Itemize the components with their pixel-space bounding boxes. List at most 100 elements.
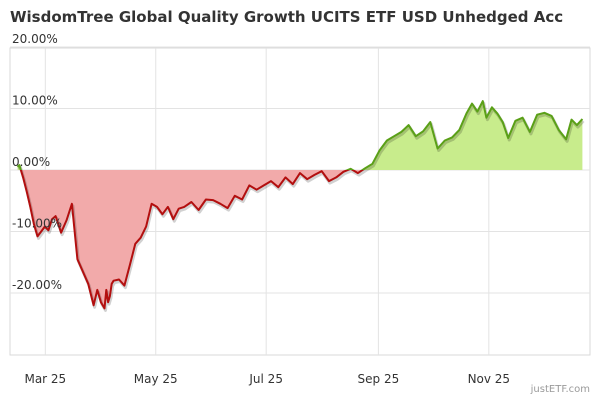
data-point [60, 232, 62, 234]
data-point [430, 121, 432, 123]
data-point [87, 283, 89, 285]
data-point [151, 203, 153, 205]
data-point [263, 185, 265, 187]
data-point [140, 237, 142, 239]
data-point [357, 172, 359, 174]
data-point [111, 283, 113, 285]
data-point [328, 180, 330, 182]
data-point [37, 236, 39, 238]
data-point [106, 289, 108, 291]
data-point [212, 199, 214, 201]
data-point [529, 131, 531, 133]
data-point [466, 113, 468, 115]
positive-area-fill [17, 101, 583, 170]
data-point [536, 114, 538, 116]
data-point [227, 207, 229, 209]
data-point [100, 301, 102, 303]
data-point [408, 124, 410, 126]
data-point [66, 220, 68, 222]
data-point [145, 226, 147, 228]
series-line-positive [16, 100, 584, 170]
x-tick-label: Nov 25 [468, 372, 511, 386]
data-point [104, 308, 106, 310]
y-tick-label: 10.00% [12, 94, 58, 108]
data-point [471, 103, 473, 105]
data-point [30, 206, 32, 208]
data-point [582, 118, 584, 120]
y-tick-label: -20.00% [12, 278, 62, 292]
data-point [482, 100, 484, 102]
data-point [156, 206, 158, 208]
data-point [551, 115, 553, 117]
data-point [285, 177, 287, 179]
x-tick-label: Mar 25 [24, 372, 66, 386]
data-point [576, 124, 578, 126]
data-point [491, 107, 493, 109]
y-tick-label: -10.00% [12, 217, 62, 231]
data-point [364, 167, 366, 169]
data-point [379, 150, 381, 152]
data-point [135, 243, 137, 245]
plot-area [16, 100, 585, 312]
y-tick-label: 0.00% [12, 155, 50, 169]
data-point [565, 139, 567, 141]
data-point [571, 119, 573, 121]
data-point [558, 129, 560, 131]
data-point [109, 295, 111, 297]
data-point [299, 172, 301, 174]
data-point [77, 258, 79, 260]
data-point [249, 185, 251, 187]
plot-border [9, 47, 591, 356]
data-point [477, 111, 479, 113]
data-point [107, 301, 109, 303]
data-point [205, 199, 207, 201]
data-point [118, 279, 120, 281]
x-tick-label: Jul 25 [248, 372, 283, 386]
data-point [198, 209, 200, 211]
data-point [241, 199, 243, 201]
data-point [191, 201, 193, 203]
data-point [437, 148, 439, 150]
data-point [343, 171, 345, 173]
data-point [451, 137, 453, 139]
data-point [507, 137, 509, 139]
y-axis: 20.00% 10.00% 0.00% -10.00% -20.00% [12, 32, 62, 292]
x-tick-label: May 25 [134, 372, 178, 386]
data-point [393, 135, 395, 137]
chart-title: WisdomTree Global Quality Growth UCITS E… [10, 8, 564, 26]
data-point [386, 140, 388, 142]
data-point [314, 174, 316, 176]
data-point [26, 191, 28, 193]
data-point [124, 285, 126, 287]
data-point [372, 163, 374, 165]
data-point [321, 170, 323, 172]
data-point [113, 280, 115, 282]
data-point [502, 121, 504, 123]
data-point [350, 168, 352, 170]
data-point [167, 206, 169, 208]
series-line-negative [19, 170, 365, 310]
data-point [497, 113, 499, 115]
data-point [256, 189, 258, 191]
data-point [97, 289, 99, 291]
data-point [444, 140, 446, 142]
data-point [459, 129, 461, 131]
data-point [278, 186, 280, 188]
data-point [93, 305, 95, 307]
data-point [522, 117, 524, 119]
x-axis: Mar 25 May 25 Jul 25 Sep 25 Nov 25 [24, 372, 510, 386]
data-point [515, 120, 517, 122]
data-point [162, 214, 164, 216]
x-tick-label: Sep 25 [358, 372, 400, 386]
data-point [544, 112, 546, 114]
data-point [40, 231, 42, 233]
y-tick-label: 20.00% [12, 32, 58, 46]
data-point [306, 178, 308, 180]
watermark: justETF.com [530, 384, 590, 395]
data-point [270, 180, 272, 182]
data-point [335, 177, 337, 179]
data-point [173, 218, 175, 220]
negative-area-fill [17, 170, 583, 309]
data-point [422, 131, 424, 133]
